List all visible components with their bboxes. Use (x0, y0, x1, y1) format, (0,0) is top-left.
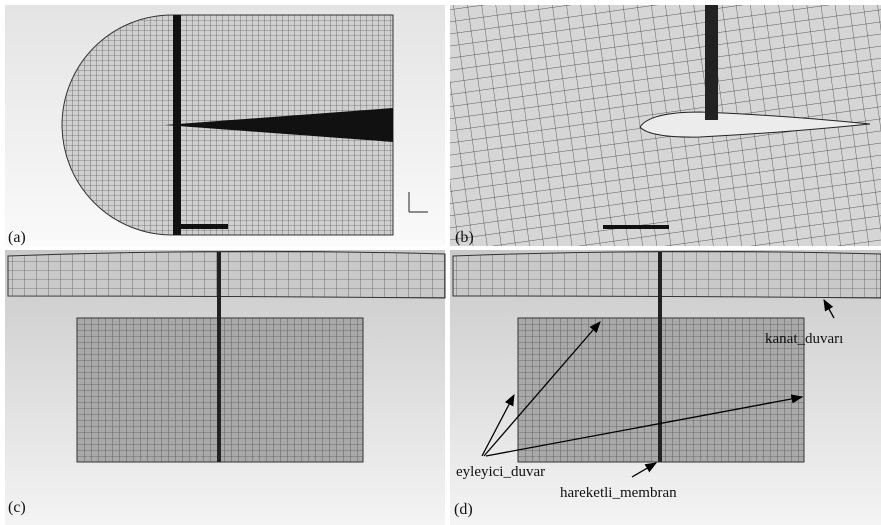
panel-b: (b) (450, 5, 881, 246)
annotation: eyleyici_duvar (456, 464, 545, 480)
figure: (a) (b) (c) kanat_duvarı eyleyici_duvar … (0, 0, 881, 525)
scale-bar (180, 224, 228, 229)
scale-bar (603, 225, 669, 229)
panel-label: (b) (455, 229, 474, 246)
wing-mesh-band (453, 251, 881, 298)
panel-label: (c) (8, 499, 26, 516)
panel-c: (c) (5, 250, 445, 525)
panel-label: (d) (454, 501, 473, 518)
membrane (658, 252, 662, 462)
actuator-slot (173, 15, 181, 235)
annotation: kanat_duvarı (765, 331, 843, 347)
panel-a: (a) (5, 5, 445, 246)
annotation: hareketli_membran (560, 485, 677, 501)
panel-d: kanat_duvarı eyleyici_duvar hareketli_me… (450, 250, 881, 525)
panel-label: (a) (8, 229, 26, 246)
page: {"panels": [{"label": "(a)"}, {"label": … (0, 0, 881, 525)
wing-mesh-band (8, 251, 445, 298)
actuator-slot (705, 5, 718, 120)
membrane (217, 252, 221, 462)
